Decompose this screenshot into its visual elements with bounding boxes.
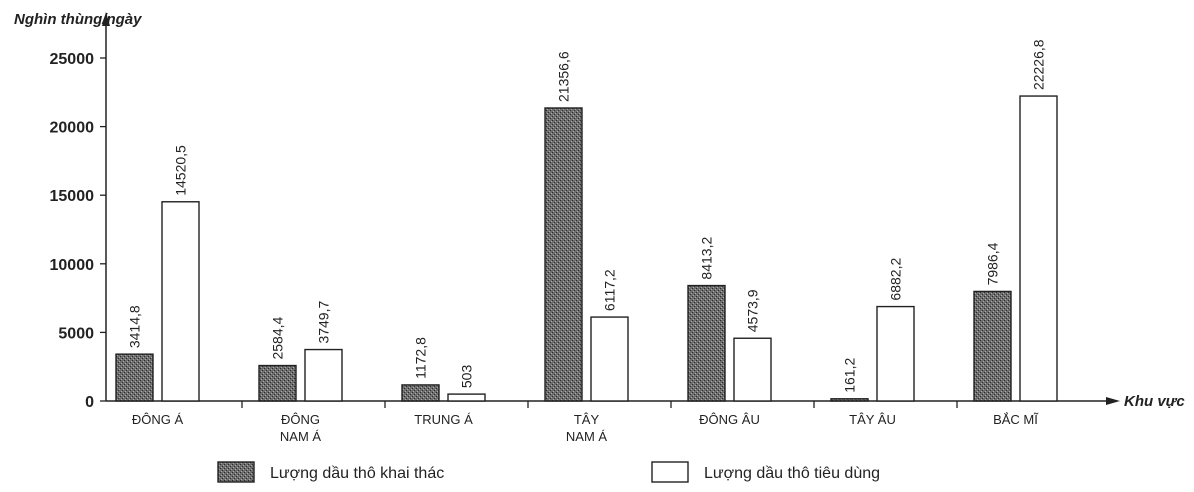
bar-tieu-dung [590, 316, 629, 402]
legend-label-khai-thac: Lượng dầu thô khai thác [270, 465, 444, 482]
bar-tieu-dung [447, 393, 486, 402]
y-tick-label: 10000 [50, 257, 95, 274]
bar-khai-thac [973, 290, 1012, 402]
x-tick-label: TÂY ÂU [849, 412, 896, 427]
bar-khai-thac [687, 284, 726, 402]
bar-tieu-dung [876, 305, 915, 402]
x-tick-label: NAM Á [566, 429, 608, 444]
data-label: 3749,7 [316, 301, 332, 344]
bar-khai-thac [401, 384, 440, 402]
x-tick-label: ĐÔNG Á [132, 412, 184, 427]
data-label: 8413,2 [699, 237, 715, 280]
data-label: 3414,8 [127, 305, 143, 348]
x-tick-label: NAM Á [280, 429, 322, 444]
data-label: 6882,2 [888, 258, 904, 301]
bar-khai-thac [115, 353, 154, 402]
x-tick-label: BẮC MĨ [993, 412, 1039, 427]
bar-tieu-dung [1019, 95, 1058, 402]
bar-khai-thac [258, 364, 297, 402]
data-label: 161,2 [842, 358, 858, 393]
bar-tieu-dung [161, 201, 200, 402]
axes: Nghìn thùng/ngày Khu vực 0 5000 10000 15000 20… [14, 11, 1185, 444]
data-label: 14520,5 [173, 145, 189, 196]
legend-swatch-tieu-dung [651, 461, 689, 483]
y-tick-label: 25000 [50, 51, 95, 68]
x-axis-arrow [1106, 397, 1120, 405]
data-label: 6117,2 [602, 269, 618, 311]
data-label: 21356,6 [556, 51, 572, 102]
legend: Lượng dầu thô khai thác Lượng dầu thô tiê… [217, 461, 880, 483]
data-label: 1172,8 [413, 337, 429, 379]
x-tick-label: TRUNG Á [414, 412, 473, 427]
x-tick-label: TÂY [574, 412, 600, 427]
x-tick-label: ĐÔNG ÂU [699, 412, 760, 427]
data-labels: 3414,8 2584,4 1172,8 21356,6 8413,2 161,2 7986… [127, 39, 1047, 393]
data-label: 22226,8 [1031, 39, 1047, 90]
y-tick-label: 20000 [50, 120, 95, 137]
y-tick-label: 15000 [50, 188, 95, 205]
y-axis-arrow [102, 12, 110, 26]
bar-khai-thac [830, 398, 869, 402]
bar-khai-thac [544, 107, 583, 402]
data-label: 7986,4 [985, 242, 1001, 285]
legend-swatch-khai-thac [217, 461, 255, 483]
bars [115, 95, 1058, 402]
legend-label-tieu-dung: Lượng dầu thô tiêu dùng [704, 465, 880, 482]
x-tick-label: ĐÔNG [281, 412, 320, 427]
y-tick-label: 5000 [58, 325, 94, 342]
data-label: 503 [459, 365, 475, 389]
y-axis-title: Nghìn thùng/ngày [14, 11, 142, 28]
data-label: 4573,9 [745, 289, 761, 332]
y-tick-label: 0 [85, 394, 94, 411]
x-axis-title: Khu vực [1124, 393, 1185, 410]
bar-tieu-dung [733, 337, 772, 402]
data-label: 2584,4 [270, 317, 286, 360]
bar-tieu-dung [304, 348, 343, 402]
